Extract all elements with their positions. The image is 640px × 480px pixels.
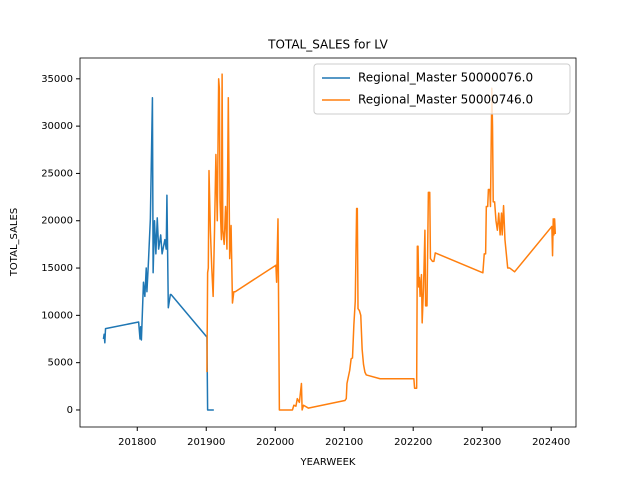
x-tick-label: 202200 (394, 437, 432, 448)
chart-title: TOTAL_SALES for LV (267, 38, 388, 52)
legend-label: Regional_Master 50000076.0 (358, 71, 533, 85)
x-tick-label: 202300 (463, 437, 501, 448)
x-tick-label: 201900 (187, 437, 225, 448)
x-axis-label: YEARWEEK (300, 457, 356, 468)
legend-label: Regional_Master 50000746.0 (358, 93, 533, 107)
legend-box (313, 63, 571, 115)
y-tick-label: 10000 (41, 310, 73, 321)
series-line (102, 96, 214, 411)
y-tick-label: 20000 (41, 216, 73, 227)
x-tick-label: 202400 (532, 437, 570, 448)
y-tick-label: 15000 (41, 263, 73, 274)
y-tick-label: 30000 (41, 121, 73, 132)
plot-frame (79, 57, 577, 428)
y-tick-label: 0 (67, 405, 73, 416)
series-line (206, 73, 557, 411)
y-tick-label: 5000 (48, 358, 73, 369)
x-tick-label: 202000 (256, 437, 294, 448)
y-tick-label: 35000 (41, 74, 73, 85)
x-tick-label: 201800 (118, 437, 156, 448)
y-tick-label: 25000 (41, 168, 73, 179)
x-tick-label: 202100 (325, 437, 363, 448)
y-axis-label: TOTAL_SALES (9, 208, 20, 277)
